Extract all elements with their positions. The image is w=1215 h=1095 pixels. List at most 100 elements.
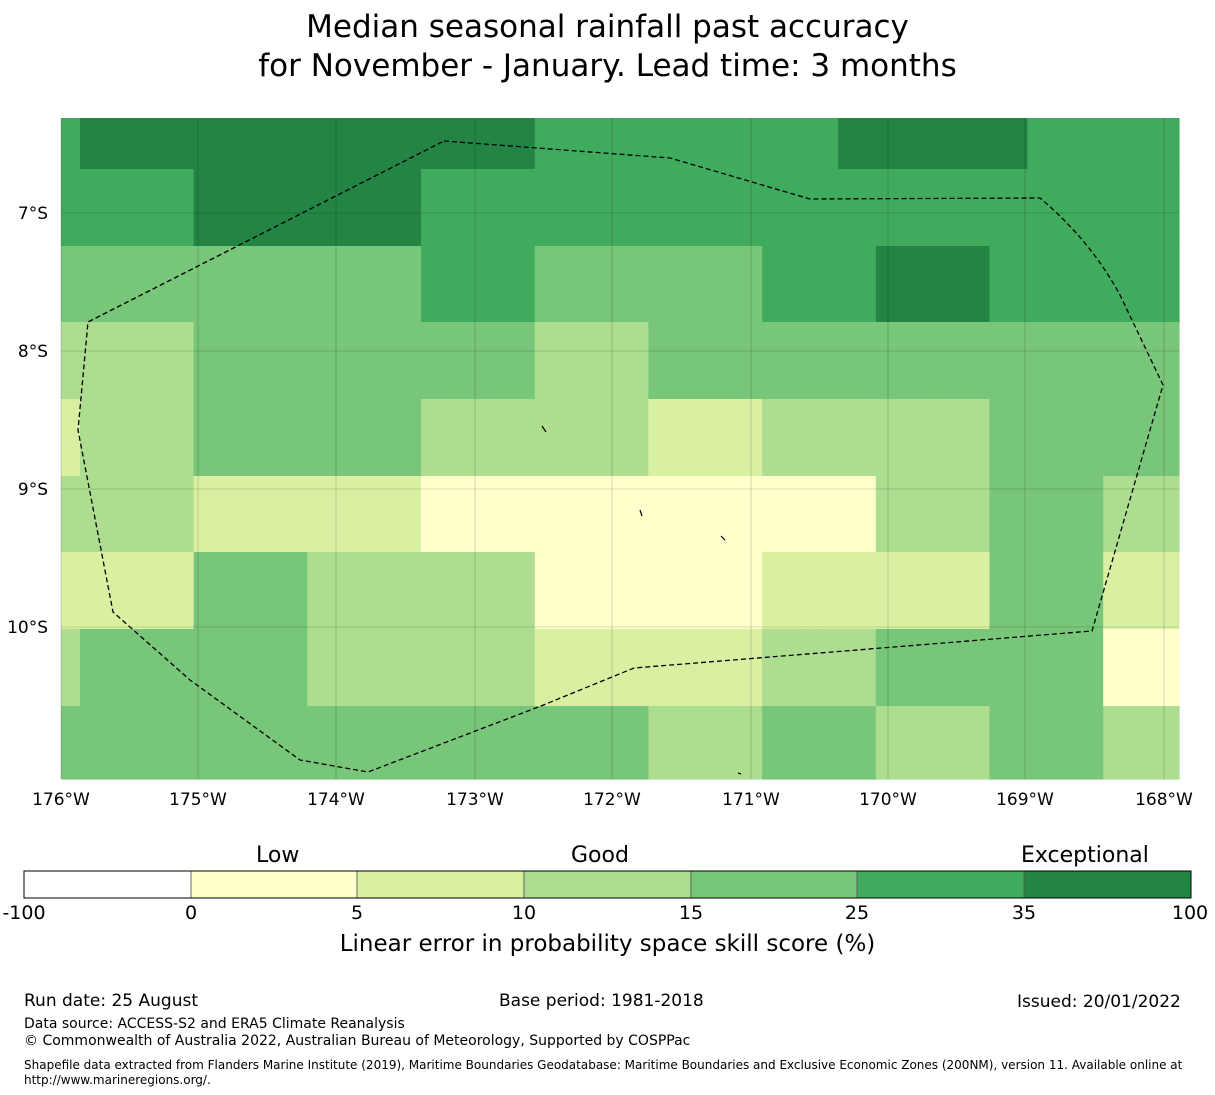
grid-cell	[875, 169, 896, 247]
grid-cell	[1122, 629, 1142, 707]
grid-cell	[894, 706, 915, 780]
grid-cell	[1027, 246, 1047, 323]
grid-cell	[762, 118, 782, 170]
grid-cell	[136, 629, 157, 707]
grid-cell	[345, 552, 365, 630]
grid-cell	[477, 629, 498, 707]
grid-cell	[610, 246, 631, 323]
grid-cell	[193, 399, 214, 477]
grid-cell	[686, 322, 706, 400]
grid-cell	[458, 476, 479, 553]
grid-cell	[572, 169, 593, 247]
grid-cell	[932, 629, 953, 707]
grid-cell	[686, 706, 706, 780]
grid-cell	[951, 169, 972, 247]
grid-cell	[515, 322, 536, 400]
grid-cell	[989, 706, 1010, 780]
grid-cell	[326, 246, 346, 323]
grid-cell	[439, 552, 460, 630]
grid-cell	[800, 118, 820, 170]
grid-cell	[894, 246, 915, 323]
grid-cell	[1008, 552, 1029, 630]
grid-cell	[269, 246, 289, 323]
grid-cell	[402, 169, 422, 247]
grid-cell	[781, 399, 801, 477]
colorbar-swatch	[356, 870, 525, 899]
grid-cell	[932, 476, 953, 553]
grid-cell	[1027, 399, 1047, 477]
grid-cell	[534, 476, 555, 553]
grid-cell	[402, 476, 422, 553]
grid-cell	[136, 118, 157, 170]
grid-cell	[79, 322, 100, 400]
grid-cell	[837, 706, 858, 780]
grid-cell	[875, 706, 896, 780]
grid-cell	[781, 246, 801, 323]
island-shape	[720, 535, 726, 541]
grid-cell	[269, 629, 289, 707]
grid-cell	[572, 476, 593, 553]
grid-cell	[970, 476, 991, 553]
grid-cell	[477, 399, 498, 477]
issued-date: Issued: 20/01/2022	[1017, 992, 1181, 1012]
grid-cell	[155, 118, 176, 170]
skill-grid	[61, 118, 1180, 780]
grid-cell	[553, 629, 574, 707]
grid-cell	[1160, 399, 1180, 477]
grid-cell	[1027, 169, 1047, 247]
grid-cell	[193, 322, 214, 400]
grid-cell	[174, 169, 195, 247]
grid-cell	[667, 476, 687, 553]
grid-cell	[1103, 169, 1123, 247]
grid-cell	[79, 476, 100, 553]
grid-cell	[1103, 706, 1123, 780]
grid-cell	[686, 629, 706, 707]
grid-cell	[667, 118, 687, 170]
grid-cell	[724, 476, 744, 553]
grid-cell	[496, 322, 517, 400]
grid-cell	[1008, 399, 1029, 477]
grid-cell	[894, 476, 915, 553]
grid-cell	[1027, 476, 1047, 553]
grid-cell	[136, 322, 157, 400]
grid-cell	[79, 552, 100, 630]
grid-cell	[1160, 706, 1180, 780]
grid-cell	[837, 399, 858, 477]
grid-cell	[79, 246, 100, 323]
grid-cell	[818, 476, 839, 553]
grid-cell	[856, 552, 877, 630]
grid-cell	[970, 629, 991, 707]
grid-cell	[231, 169, 252, 247]
grid-cell	[781, 476, 801, 553]
grid-cell	[288, 399, 308, 477]
grid-cell	[1046, 118, 1066, 170]
grid-cell	[970, 552, 991, 630]
grid-cell	[743, 399, 763, 477]
grid-cell	[307, 399, 327, 477]
grid-cell	[1141, 552, 1161, 630]
grid-cell	[1084, 552, 1104, 630]
grid-cell	[686, 476, 706, 553]
grid-cell	[610, 552, 631, 630]
grid-cell	[856, 629, 877, 707]
grid-cell	[402, 322, 422, 400]
grid-cell	[98, 552, 119, 630]
colorbar-tick: 35	[1011, 902, 1037, 924]
grid-cell	[1008, 706, 1029, 780]
grid-cell	[193, 246, 214, 323]
grid-cell	[364, 552, 384, 630]
grid-cell	[591, 118, 612, 170]
grid-cell	[648, 552, 668, 630]
grid-cell	[1084, 246, 1104, 323]
grid-cell	[61, 552, 81, 630]
grid-cell	[913, 476, 934, 553]
grid-cell	[458, 399, 479, 477]
grid-cell	[212, 476, 233, 553]
grid-cell	[648, 706, 668, 780]
grid-cell	[231, 246, 252, 323]
grid-cell	[1046, 246, 1066, 323]
grid-cell	[818, 169, 839, 247]
grid-cell	[250, 706, 271, 780]
grid-cell	[1008, 118, 1029, 170]
grid-cell	[837, 169, 858, 247]
